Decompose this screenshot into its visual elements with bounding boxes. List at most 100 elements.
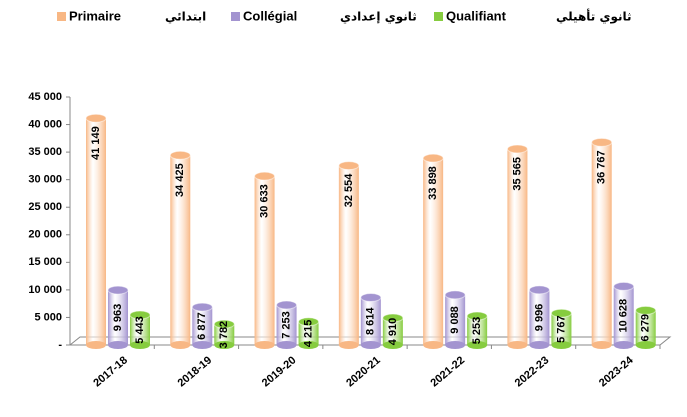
x-tick-label: 2022-23: [513, 354, 552, 389]
bar: [254, 176, 275, 345]
value-label: 9 963: [112, 304, 124, 332]
bar-base: [360, 341, 381, 349]
bar-base: [551, 341, 572, 349]
legend-label-ar: ثانوي إعدادي: [340, 10, 417, 25]
x-tick-label: 2018-19: [176, 354, 215, 389]
bar-top: [382, 313, 404, 323]
value-label: 9 996: [533, 304, 545, 332]
bar: [86, 118, 106, 345]
bar-top: [444, 290, 466, 300]
bar: [192, 307, 213, 345]
bar: [423, 158, 444, 345]
bar-top: [298, 317, 320, 327]
bar: [298, 321, 319, 345]
legend-swatch: [231, 12, 240, 21]
bar-top: [591, 137, 613, 147]
y-tick-label: 45 000: [28, 91, 62, 103]
bar-base: [254, 341, 275, 349]
value-label: 5 443: [134, 316, 146, 344]
bar-top: [129, 310, 151, 320]
bar: [338, 165, 359, 345]
y-tick-label: 5 000: [34, 311, 62, 323]
value-label: 4 215: [302, 320, 314, 348]
bar-top: [550, 308, 572, 318]
value-label: 35 565: [511, 157, 523, 191]
legend-label: Qualifiant: [446, 8, 507, 23]
bar: [382, 317, 403, 345]
value-label: 4 910: [387, 318, 399, 346]
bar-base: [591, 341, 612, 349]
bar-base: [214, 341, 235, 349]
value-label: 7 253: [280, 311, 292, 339]
legend-swatch: [434, 12, 443, 21]
value-label: 9 088: [449, 306, 461, 334]
bar-base: [130, 341, 150, 349]
bar-top: [613, 281, 635, 291]
legend-swatch: [57, 12, 66, 21]
legend-label: Primaire: [69, 8, 121, 23]
bar-base: [423, 341, 444, 349]
value-label: 5 767: [555, 315, 567, 343]
bar-top: [85, 113, 107, 123]
value-label: 34 425: [174, 163, 186, 197]
value-label: 10 628: [618, 299, 630, 333]
bar-base: [86, 341, 106, 349]
bar: [276, 305, 297, 345]
bar-top: [506, 144, 528, 154]
bar-base: [382, 341, 403, 349]
legend-label: Collégial: [243, 8, 297, 23]
value-label: 5 253: [471, 317, 483, 345]
bar-base: [635, 341, 656, 349]
bar: [529, 289, 550, 345]
y-tick-label: 30 000: [28, 174, 62, 186]
value-label: 8 614: [365, 307, 377, 335]
bar-base: [298, 341, 319, 349]
bar: [360, 297, 381, 345]
y-tick-label: 25 000: [28, 201, 62, 213]
y-tick-label: 15 000: [28, 256, 62, 268]
bar-top: [338, 161, 360, 171]
bar-base: [170, 341, 191, 349]
bar: [445, 294, 466, 345]
bar: [551, 313, 572, 345]
value-label: 36 767: [596, 150, 608, 184]
bar-top: [254, 171, 276, 181]
x-tick-label: 2020-21: [344, 354, 383, 389]
bar-base: [276, 341, 297, 349]
legend-label-ar: ثانوي تأهيلي: [556, 9, 632, 25]
value-label: 3 782: [218, 321, 230, 349]
bar: [170, 155, 191, 345]
bar: [613, 286, 634, 345]
bar: [507, 148, 528, 345]
bar-top: [213, 319, 235, 329]
bar: [591, 142, 612, 345]
bar: [635, 310, 656, 345]
bar: [467, 316, 488, 345]
bar-top: [528, 285, 550, 295]
value-label: 6 279: [640, 314, 652, 342]
bar-top: [466, 311, 488, 321]
bar-top: [635, 305, 657, 315]
bar-base: [613, 341, 634, 349]
bar: [108, 290, 128, 345]
y-tick-label: 40 000: [28, 118, 62, 130]
bar-base: [507, 341, 528, 349]
legend: Primaire ابتدائي Collégial ثانوي إعدادي …: [57, 8, 632, 25]
bar-top: [107, 285, 129, 295]
value-label: 6 877: [196, 312, 208, 340]
value-label: 33 898: [427, 166, 439, 200]
bar-base: [445, 341, 466, 349]
y-tick-label: 35 000: [28, 146, 62, 158]
x-tick-label: 2017-18: [91, 354, 130, 389]
value-label: 32 554: [343, 173, 355, 208]
bar-base: [192, 341, 213, 349]
bar-top: [422, 153, 444, 163]
bar-base: [108, 341, 128, 349]
x-tick-label: 2023-24: [597, 354, 636, 390]
bar-base: [338, 341, 359, 349]
bar: [214, 324, 235, 345]
bar-top: [191, 302, 213, 312]
y-tick-label: -: [58, 339, 62, 351]
value-label: 41 149: [90, 126, 102, 160]
